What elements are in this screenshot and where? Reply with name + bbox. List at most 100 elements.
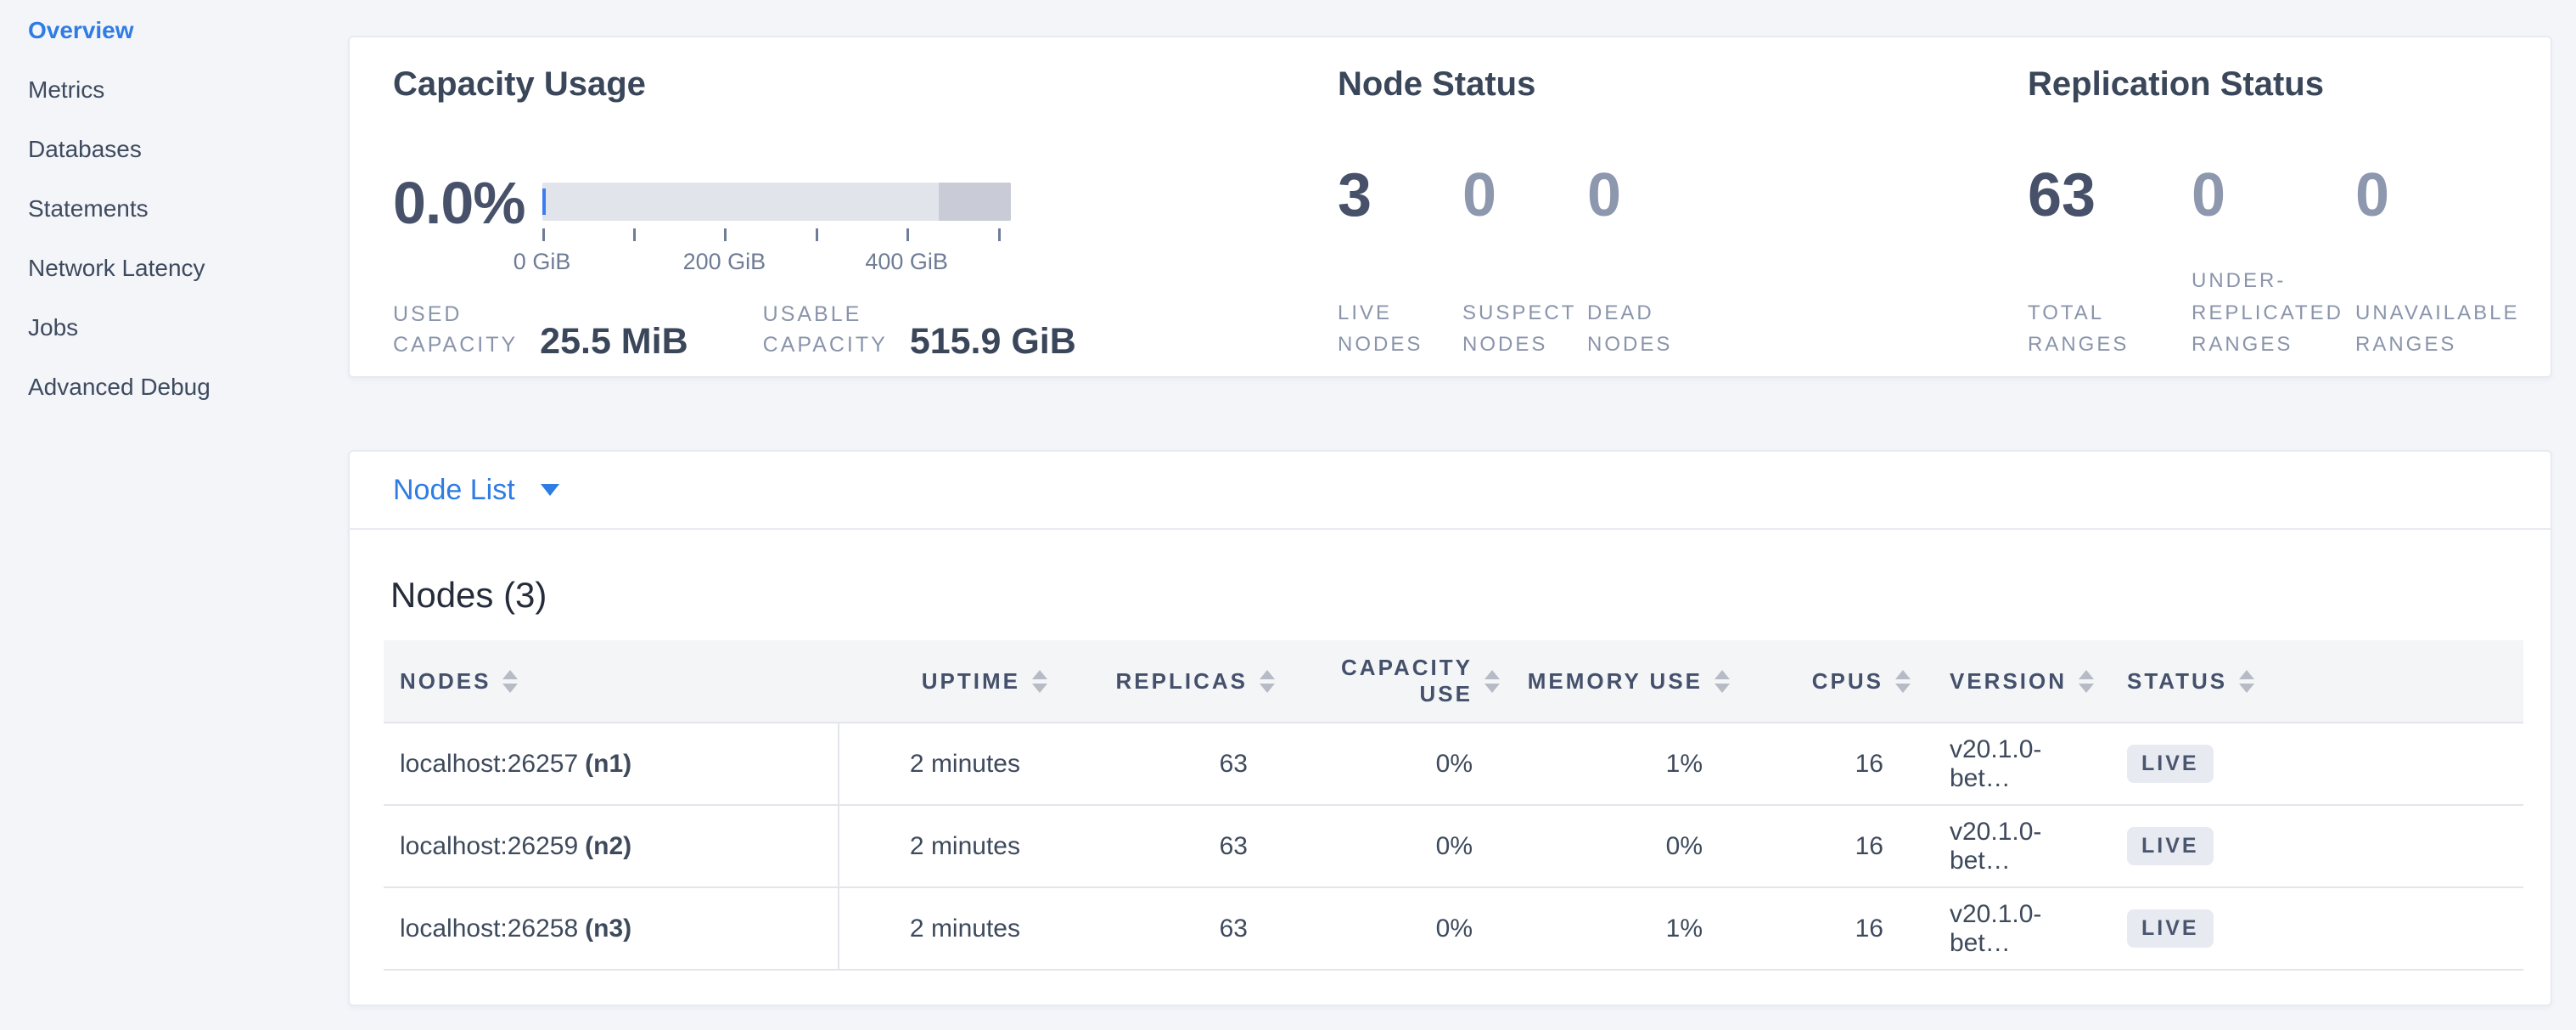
replication-label-under-replicated-ranges: UNDER- REPLICATED RANGES bbox=[2192, 269, 2343, 356]
cell-version: v20.1.0-bet… bbox=[1950, 817, 2042, 875]
node-row-n2[interactable]: localhost:26259 (n2) 2 minutes 63 0% 0% 16 v20.… bbox=[384, 806, 2523, 888]
node-status-value-dead-nodes: 0 bbox=[1587, 161, 1622, 229]
cell-version: v20.1.0-bet… bbox=[1950, 735, 2042, 792]
cell-cpus: 16 bbox=[1855, 914, 1883, 943]
node-status-label-suspect-nodes: SUSPECT NODES bbox=[1462, 301, 1577, 356]
status-badge-live: LIVE bbox=[2127, 827, 2214, 865]
sort-up-arrow bbox=[2079, 669, 2095, 679]
node-id: (n3) bbox=[585, 914, 632, 943]
capacity-used-percent: 0.0% bbox=[393, 170, 526, 236]
replication-label-total-ranges: TOTAL RANGES bbox=[2028, 301, 2130, 356]
sidebar-item-overview[interactable]: Overview bbox=[28, 17, 134, 43]
cell-memory-use: 1% bbox=[1665, 749, 1703, 778]
column-header-replicas[interactable]: REPLICAS bbox=[1063, 640, 1290, 722]
sort-down-arrow bbox=[2079, 683, 2095, 693]
sort-icon bbox=[1715, 669, 1730, 693]
capacity-gauge-used-segment bbox=[542, 189, 546, 215]
status-badge-live: LIVE bbox=[2127, 909, 2214, 948]
cell-replicas: 63 bbox=[1219, 831, 1248, 860]
capacity-axis-tick bbox=[724, 228, 727, 241]
replication-value-total-ranges: 63 bbox=[2028, 161, 2096, 229]
capacity-axis-label: 200 GiB bbox=[682, 249, 766, 274]
capacity-gauge-chart: 0 GiB 200 GiB 400 GiB bbox=[514, 176, 1011, 279]
capacity-axis-label: 400 GiB bbox=[865, 249, 948, 274]
cell-uptime: 2 minutes bbox=[909, 914, 1020, 943]
column-header-label: CAPACITY USE bbox=[1341, 655, 1473, 706]
nodes-table: NODES UPTIME REPLICAS CAPACITY USE MEMORY US… bbox=[384, 640, 2523, 971]
node-row-n1[interactable]: localhost:26257 (n1) 2 minutes 63 0% 1% 16 v20.… bbox=[384, 723, 2523, 806]
sidebar-item-databases[interactable]: Databases bbox=[28, 136, 142, 162]
column-header-label: VERSION bbox=[1950, 667, 2068, 694]
capacity-axis-tick bbox=[997, 228, 1001, 241]
replication-status-title: Replication Status bbox=[2028, 65, 2324, 103]
capacity-stat-value: 515.9 GiB bbox=[909, 321, 1076, 362]
node-list-dropdown[interactable]: Node List bbox=[350, 452, 2551, 530]
cell-uptime: 2 minutes bbox=[909, 749, 1020, 778]
sort-down-arrow bbox=[1032, 683, 1047, 693]
cell-cpus: 16 bbox=[1855, 749, 1883, 778]
replication-status-section: Replication Status 63 0 0 TOTAL RANGES UNDER… bbox=[2028, 37, 2550, 376]
capacity-usage-section: Capacity Usage 0.0% 0 GiB 200 GiB 400 GiB … bbox=[393, 37, 1327, 376]
node-address: localhost:26259 bbox=[400, 831, 579, 860]
column-header-label: MEMORY USE bbox=[1527, 667, 1703, 694]
cell-capacity-use: 0% bbox=[1435, 831, 1473, 860]
node-row-n3[interactable]: localhost:26258 (n3) 2 minutes 63 0% 1% 16 v20.… bbox=[384, 888, 2523, 971]
column-header-version[interactable]: VERSION bbox=[1926, 640, 2102, 722]
column-header-uptime[interactable]: UPTIME bbox=[839, 640, 1063, 722]
capacity-axis-tick bbox=[632, 228, 636, 241]
column-header-label: CPUS bbox=[1811, 667, 1883, 694]
sort-icon bbox=[2079, 669, 2095, 693]
cell-replicas: 63 bbox=[1219, 914, 1248, 943]
cluster-summary-card: Capacity Usage 0.0% 0 GiB 200 GiB 400 GiB … bbox=[348, 36, 2552, 378]
sort-up-arrow bbox=[1895, 669, 1911, 679]
capacity-axis-tick bbox=[542, 228, 545, 241]
sort-down-arrow bbox=[1484, 683, 1500, 693]
column-header-label: REPLICAS bbox=[1115, 667, 1248, 694]
cell-capacity-use: 0% bbox=[1435, 914, 1473, 943]
cell-status: LIVE bbox=[2102, 806, 2523, 886]
node-status-label-live-nodes: LIVE NODES bbox=[1338, 301, 1423, 356]
column-header-nodes[interactable]: NODES bbox=[384, 640, 839, 722]
node-address: localhost:26258 bbox=[400, 914, 579, 943]
sort-up-arrow bbox=[502, 669, 519, 679]
replication-labels: TOTAL RANGES UNDER- REPLICATED RANGES UNAV… bbox=[2028, 269, 2520, 360]
sidebar-item-jobs[interactable]: Jobs bbox=[28, 314, 79, 341]
sort-up-arrow bbox=[1260, 669, 1275, 679]
sort-icon bbox=[1260, 669, 1275, 693]
cell-status: LIVE bbox=[2102, 723, 2523, 804]
nodes-table-title: Nodes (3) bbox=[390, 575, 547, 615]
column-header-capacity-use[interactable]: CAPACITY USE bbox=[1290, 640, 1515, 722]
replication-value-unavailable-ranges: 0 bbox=[2355, 161, 2390, 229]
sort-icon bbox=[1484, 669, 1500, 693]
replication-label-unavailable-ranges: UNAVAILABLE RANGES bbox=[2355, 301, 2520, 356]
node-status-label-dead-nodes: DEAD NODES bbox=[1587, 301, 1673, 356]
cell-capacity-use: 0% bbox=[1435, 749, 1473, 778]
column-header-memory-use[interactable]: MEMORY USE bbox=[1515, 640, 1745, 722]
cell-status: LIVE bbox=[2102, 888, 2523, 969]
capacity-stat-used: USED CAPACITY 25.5 MiB bbox=[393, 299, 688, 363]
sort-down-arrow bbox=[502, 683, 519, 693]
cell-memory-use: 1% bbox=[1665, 914, 1703, 943]
sort-down-arrow bbox=[1715, 683, 1730, 693]
sidebar-item-metrics[interactable]: Metrics bbox=[28, 76, 105, 103]
node-status-title: Node Status bbox=[1338, 65, 1536, 103]
replication-values: 63 0 0 bbox=[2028, 165, 2519, 226]
capacity-axis-tick bbox=[815, 228, 818, 241]
nodes-table-header-row: NODES UPTIME REPLICAS CAPACITY USE MEMORY US… bbox=[384, 640, 2523, 723]
sidebar-item-statements[interactable]: Statements bbox=[28, 195, 149, 222]
capacity-stat-label: USABLE CAPACITY bbox=[762, 301, 888, 357]
column-header-cpus[interactable]: CPUS bbox=[1745, 640, 1926, 722]
sort-down-arrow bbox=[1260, 683, 1275, 693]
capacity-usage-title: Capacity Usage bbox=[393, 65, 646, 103]
sort-up-arrow bbox=[1484, 669, 1500, 679]
sidebar-item-advanced-debug[interactable]: Advanced Debug bbox=[28, 374, 210, 400]
capacity-stat-value: 25.5 MiB bbox=[540, 321, 688, 362]
node-status-labels: LIVE NODES SUSPECT NODES DEAD NODES bbox=[1338, 279, 1712, 360]
sidebar-item-network-latency[interactable]: Network Latency bbox=[28, 255, 205, 281]
cell-version: v20.1.0-bet… bbox=[1950, 899, 2042, 957]
cell-nodes: localhost:26257 (n1) bbox=[384, 723, 839, 804]
capacity-stats: USED CAPACITY 25.5 MiB USABLE CAPACITY 515.… bbox=[393, 296, 1076, 363]
column-header-status[interactable]: STATUS bbox=[2102, 640, 2523, 722]
sort-up-arrow bbox=[2239, 669, 2255, 679]
